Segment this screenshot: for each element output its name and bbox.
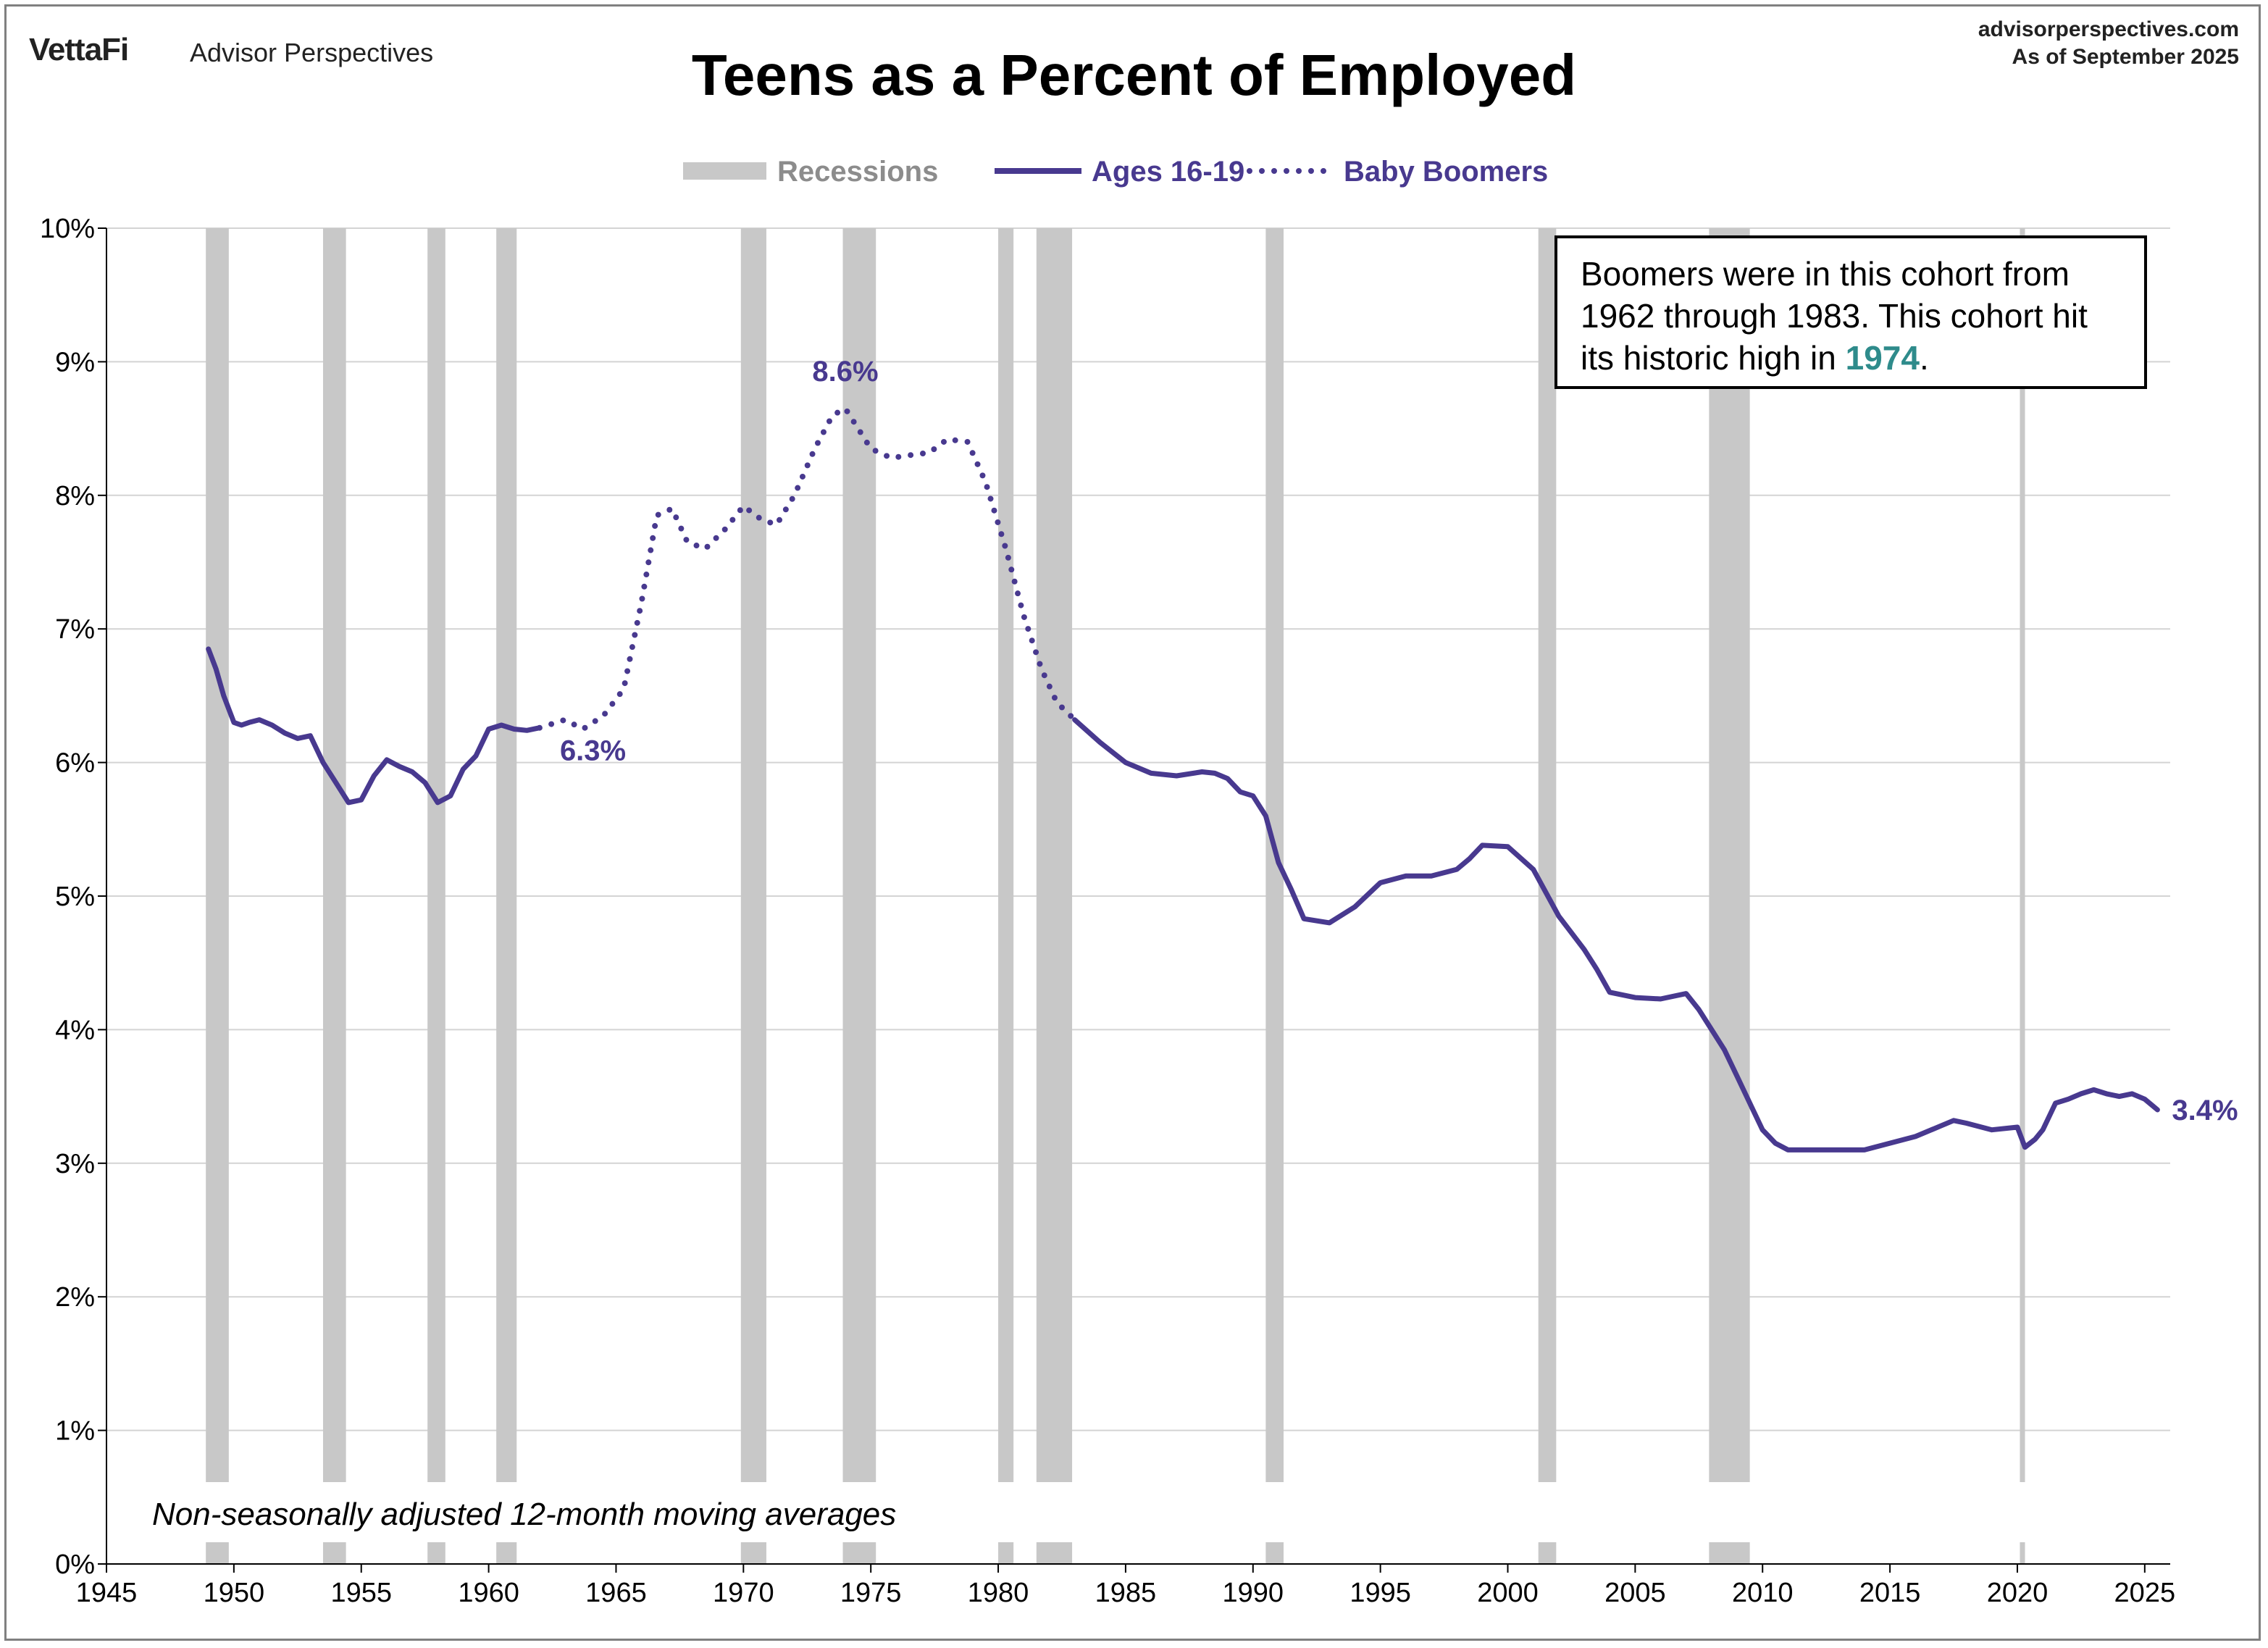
recession-band xyxy=(1036,228,1073,1482)
y-tick-label: 5% xyxy=(55,882,95,912)
legend: Recessions Ages 16-19 Baby Boomers xyxy=(683,156,1548,188)
y-tick-label: 0% xyxy=(55,1549,95,1580)
x-tick-label: 2025 xyxy=(2114,1578,2176,1608)
chart-note: Non-seasonally adjusted 12-month moving … xyxy=(152,1497,896,1532)
as-of-date: As of September 2025 xyxy=(2012,45,2239,69)
x-tick-label: 1945 xyxy=(76,1578,138,1608)
legend-swatch-recessions xyxy=(683,162,766,180)
x-tick-label: 1995 xyxy=(1349,1578,1411,1608)
recession-band xyxy=(322,228,346,1482)
x-tick-label: 1960 xyxy=(458,1578,519,1608)
legend-label: Recessions xyxy=(777,156,938,188)
callout-highlight-year: 1974 xyxy=(1845,339,1920,377)
recession-band xyxy=(1538,228,1557,1482)
vettafi-logo: VettaFi xyxy=(29,32,129,67)
recession-band xyxy=(1538,1542,1557,1564)
x-tick-label: 1965 xyxy=(585,1578,647,1608)
recession-band xyxy=(1709,1542,1750,1564)
y-tick-label: 10% xyxy=(40,214,95,244)
series-line-ages-16-19 xyxy=(1072,717,2160,1153)
data-label: 3.4% xyxy=(2172,1095,2238,1126)
recession-band xyxy=(998,1542,1014,1564)
recession-band xyxy=(427,1542,445,1564)
recession-band xyxy=(2020,228,2025,1482)
x-tick-label: 1990 xyxy=(1223,1578,1284,1608)
chart-title: Teens as a Percent of Employed xyxy=(691,43,1577,107)
y-tick-label: 4% xyxy=(55,1015,95,1045)
recession-band xyxy=(2020,1542,2025,1564)
data-label: 6.3% xyxy=(560,735,626,767)
x-tick-label: 2005 xyxy=(1604,1578,1666,1608)
source-info: advisorperspectives.com As of September … xyxy=(1978,16,2239,71)
callout-text-end: . xyxy=(1919,339,1929,377)
legend-label: Ages 16-19 xyxy=(1092,156,1244,188)
recession-band xyxy=(427,228,445,1482)
y-tick-label: 3% xyxy=(55,1149,95,1179)
x-tick-label: 2010 xyxy=(1732,1578,1794,1608)
y-tick-label: 1% xyxy=(55,1416,95,1447)
y-tick-label: 6% xyxy=(55,748,95,779)
x-tick-label: 2020 xyxy=(1987,1578,2049,1608)
y-tick-label: 8% xyxy=(55,481,95,511)
brand: VettaFi Advisor Perspectives xyxy=(29,32,433,68)
x-tick-label: 1970 xyxy=(713,1578,774,1608)
recession-band xyxy=(998,228,1014,1482)
x-tick-label: 1955 xyxy=(330,1578,392,1608)
source-url: advisorperspectives.com xyxy=(1978,17,2239,41)
chart-frame xyxy=(4,4,2261,1641)
y-tick-label: 7% xyxy=(55,614,95,645)
recession-band xyxy=(206,1542,229,1564)
recession-band xyxy=(1709,228,1750,1482)
recession-band xyxy=(842,1542,876,1564)
legend-label: Baby Boomers xyxy=(1344,156,1548,188)
x-tick-label: 1950 xyxy=(204,1578,265,1608)
x-tick-label: 2000 xyxy=(1477,1578,1539,1608)
callout-text: Boomers were in this cohort from 1962 th… xyxy=(1581,255,2088,377)
recession-band xyxy=(322,1542,346,1564)
recession-band xyxy=(206,228,229,1482)
x-tick-label: 1975 xyxy=(840,1578,902,1608)
recession-band xyxy=(1036,1542,1073,1564)
x-tick-label: 1985 xyxy=(1095,1578,1157,1608)
series-line-baby-boomers xyxy=(536,405,1078,732)
recession-band xyxy=(740,228,766,1482)
brand-subtitle: Advisor Perspectives xyxy=(190,38,434,67)
y-tick-label: 2% xyxy=(55,1282,95,1313)
recession-band xyxy=(496,1542,517,1564)
y-tick-label: 9% xyxy=(55,347,95,377)
recession-band xyxy=(842,228,876,1482)
data-label: 8.6% xyxy=(812,356,878,388)
recession-band xyxy=(496,228,517,1482)
recession-band xyxy=(1265,1542,1284,1564)
x-tick-label: 2015 xyxy=(1859,1578,1921,1608)
series-line-ages-16-19 xyxy=(206,646,543,806)
recession-band xyxy=(740,1542,766,1564)
x-tick-label: 1980 xyxy=(968,1578,1029,1608)
callout-box: Boomers were in this cohort from 1962 th… xyxy=(1554,235,2147,389)
